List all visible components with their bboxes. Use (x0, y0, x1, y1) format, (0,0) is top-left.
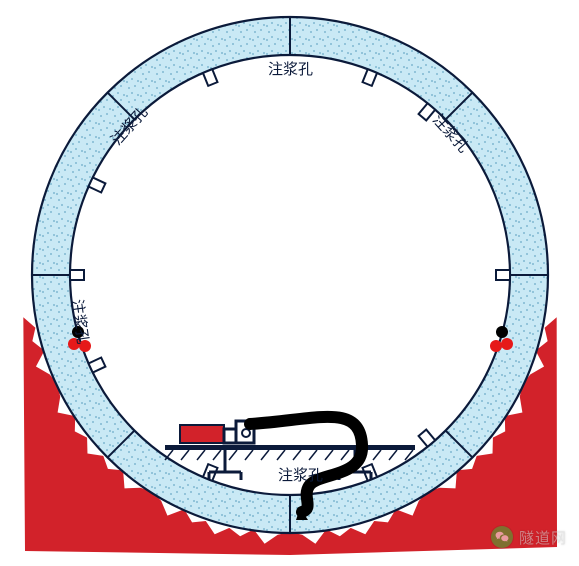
watermark-text: 隧道网 (519, 527, 567, 548)
wechat-icon (491, 526, 513, 548)
tunnel-grouting-diagram: 注浆孔注浆孔注浆孔注浆孔注浆孔 (0, 0, 579, 566)
grouting-hole (70, 270, 84, 280)
segmental-lining-ring (32, 17, 548, 533)
watermark: 隧道网 (491, 526, 567, 548)
grouting-hole (496, 270, 510, 280)
grouting-hole-label: 注浆孔 (268, 60, 313, 78)
grouting-hole-label: 注浆孔 (278, 466, 323, 484)
